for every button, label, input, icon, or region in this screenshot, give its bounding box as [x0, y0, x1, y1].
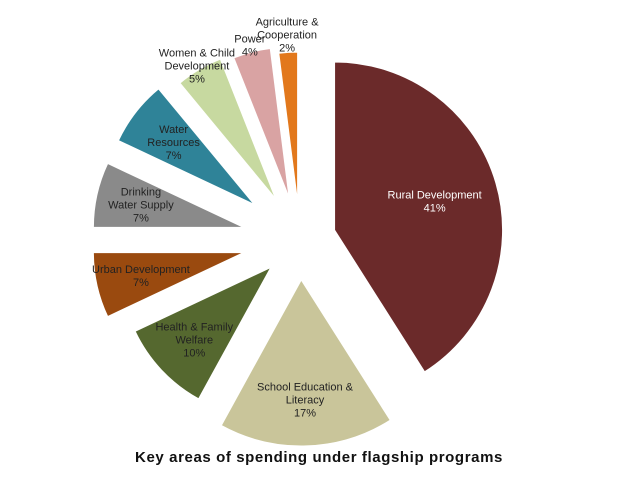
- slice-label: Water Resources 7%: [147, 124, 200, 162]
- slice-label: School Education & Literacy 17%: [257, 381, 354, 419]
- pie-slice: [92, 252, 244, 318]
- slice-label-line: 7%: [133, 212, 149, 224]
- slice-label: Women & Child Development 5%: [159, 48, 235, 86]
- slice-label-line: Urban Development: [92, 264, 190, 276]
- slice-label-line: Welfare: [175, 334, 213, 346]
- pie-slice: [179, 58, 277, 200]
- chart-title: Key areas of spending under flagship pro…: [135, 449, 503, 466]
- pie-slice: [134, 266, 273, 400]
- slice-label-line: 41%: [424, 202, 446, 214]
- slice-label-line: Power: [234, 33, 266, 45]
- slice-label-line: School Education &: [257, 381, 354, 393]
- slice-label-line: 10%: [183, 347, 205, 359]
- slice-label-line: 2%: [279, 42, 295, 54]
- slice-label: Health & Family Welfare 10%: [155, 321, 233, 359]
- pie-slice: [334, 61, 504, 373]
- slice-label-line: Water: [159, 124, 188, 136]
- slice-label-line: 7%: [166, 150, 182, 162]
- slice-label-line: Development: [165, 61, 230, 73]
- slice-label-line: Health & Family: [155, 321, 233, 333]
- pie-slice: [220, 278, 391, 447]
- slice-label-line: 7%: [133, 277, 149, 289]
- slice-label-line: Rural Development: [388, 189, 482, 201]
- slice-label-line: 4%: [242, 46, 258, 58]
- slice-label: Drinking Water Supply 7%: [108, 186, 174, 224]
- slice-label-line: 5%: [189, 74, 205, 86]
- pie-slice: [117, 88, 255, 205]
- pie-slice: [233, 48, 290, 198]
- slice-label: Urban Development 7%: [92, 264, 190, 289]
- slice-label-line: 17%: [294, 407, 316, 419]
- pie-slice: [92, 162, 244, 228]
- slice-label-line: Agriculture &: [256, 16, 320, 28]
- slice-label-line: Cooperation: [257, 29, 317, 41]
- slice-label: Power 4%: [234, 33, 266, 58]
- slice-label-line: Literacy: [286, 394, 325, 406]
- slice-label: Agriculture & Cooperation 2%: [256, 16, 320, 54]
- slice-label-line: Resources: [147, 137, 200, 149]
- slice-label-line: Drinking: [121, 186, 161, 198]
- pie-slice: [278, 51, 299, 203]
- slice-label: Rural Development 41%: [388, 189, 482, 214]
- slice-label-line: Women & Child: [159, 48, 235, 60]
- slice-label-line: Water Supply: [108, 199, 174, 211]
